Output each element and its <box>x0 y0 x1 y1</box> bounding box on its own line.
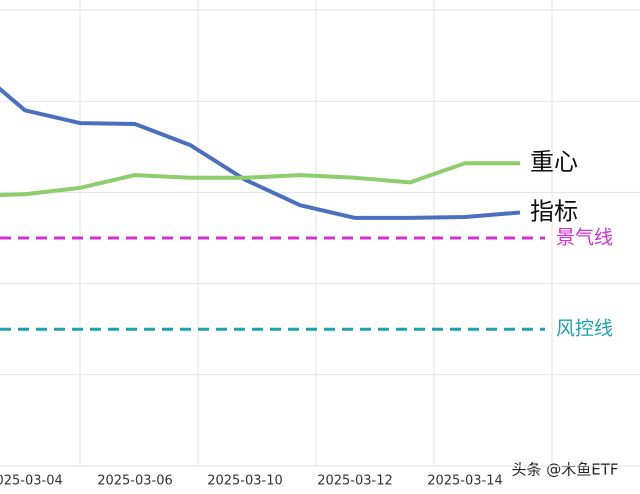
series-label: 重心 <box>530 148 578 176</box>
line <box>0 161 520 198</box>
x-tick-label: 2025-03-14 <box>427 474 503 489</box>
x-tick-label: 2025-03-06 <box>97 474 173 489</box>
watermark: 头条 @木鱼ETF <box>511 461 618 479</box>
x-tick-label: 2025-03-12 <box>317 474 393 489</box>
line <box>0 86 521 220</box>
x-tick-label: 2025-03-10 <box>207 474 283 489</box>
vertical-grid <box>79 0 553 466</box>
reference-label: 风控线 <box>556 318 613 340</box>
x-tick-label: 2025-03-04 <box>0 474 63 489</box>
series-label: 指标 <box>530 197 578 225</box>
reference-label: 景气线 <box>556 227 613 249</box>
